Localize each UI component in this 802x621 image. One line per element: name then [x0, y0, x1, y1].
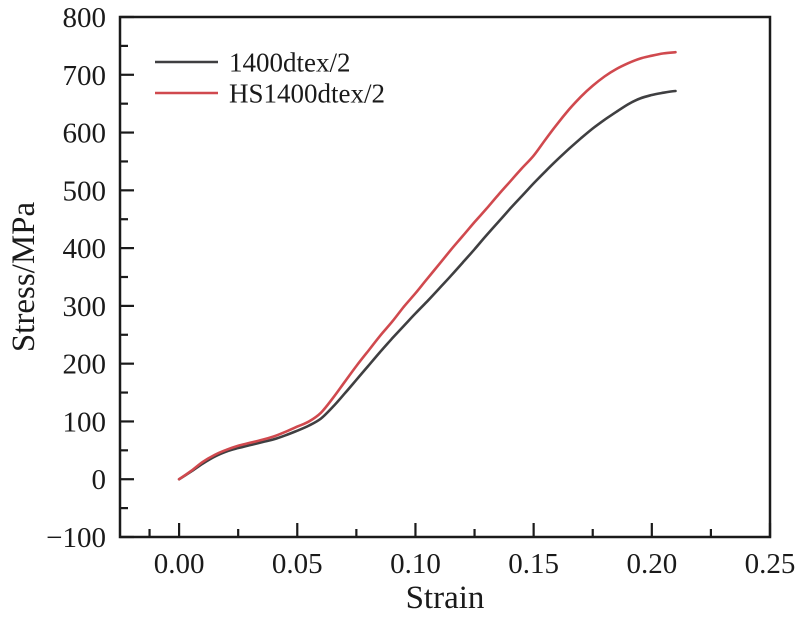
- tick-labels-layer: 0.00 0.05 0.10 0.15 0.20 0.25 −100 0 100 200 300 40…: [46, 2, 795, 580]
- series-line-hs1400dtex-2: [177, 50, 677, 481]
- ticks-layer: [120, 15, 772, 539]
- y-tick-label: 400: [63, 233, 107, 265]
- y-tick-label: 300: [63, 291, 107, 323]
- x-axis-title: Strain: [406, 580, 485, 616]
- y-tick-label: 600: [63, 118, 107, 150]
- legend-label-1400dtex2: 1400dtex/2: [229, 47, 351, 77]
- y-tick-label: 500: [63, 175, 107, 207]
- x-tick-label: 0.00: [154, 548, 205, 580]
- legend: 1400dtex/2 HS1400dtex/2: [155, 47, 385, 108]
- series-layer: [177, 50, 677, 481]
- y-tick-label: 700: [63, 60, 107, 92]
- legend-item-hs1400dtex2: HS1400dtex/2: [155, 78, 385, 108]
- y-tick-label: 800: [63, 2, 107, 34]
- series-line-1400dtex-2: [177, 89, 677, 481]
- x-tick-label: 0.05: [272, 548, 323, 580]
- x-tick-label: 0.15: [508, 548, 559, 580]
- x-tick-label: 0.25: [745, 548, 796, 580]
- y-tick-label: −100: [46, 522, 106, 554]
- x-tick-label: 0.10: [390, 548, 441, 580]
- x-tick-label: 0.20: [626, 548, 677, 580]
- y-tick-label: 100: [63, 406, 107, 438]
- y-tick-label: 200: [63, 349, 107, 381]
- legend-label-hs1400dtex2: HS1400dtex/2: [229, 78, 385, 108]
- y-tick-label: 0: [92, 464, 107, 496]
- legend-item-1400dtex2: 1400dtex/2: [155, 47, 351, 77]
- plot-border: [118, 15, 772, 539]
- y-axis-title: Stress/MPa: [6, 201, 42, 352]
